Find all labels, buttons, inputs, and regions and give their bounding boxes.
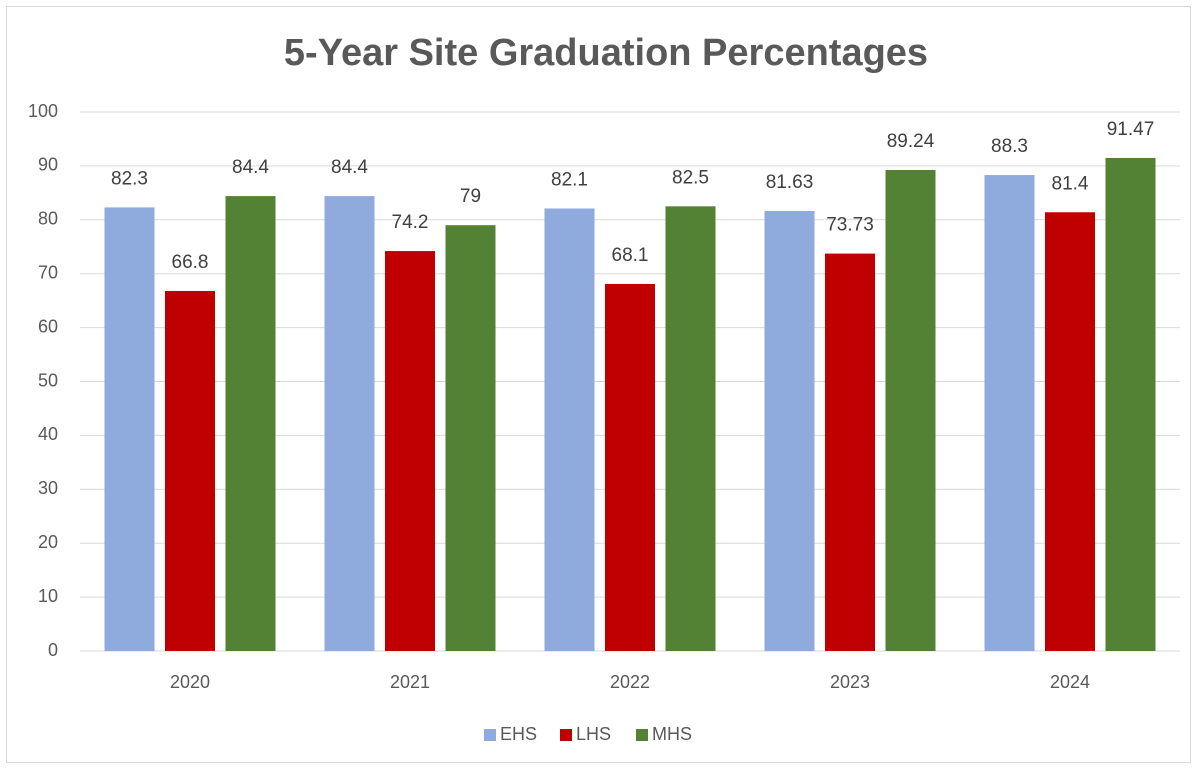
bar (104, 207, 155, 651)
data-label: 91.47 (1107, 119, 1155, 140)
x-tick-label: 2020 (170, 672, 210, 692)
legend-swatch (484, 729, 496, 741)
y-tick-label: 0 (48, 640, 58, 660)
data-label: 82.1 (551, 169, 588, 190)
chart-title: 5-Year Site Graduation Percentages (284, 32, 928, 74)
y-tick-label: 60 (38, 316, 58, 336)
bar (885, 169, 936, 651)
bar (1105, 157, 1156, 652)
x-tick-label: 2024 (1050, 672, 1090, 692)
bar (544, 208, 595, 651)
data-label: 81.4 (1052, 173, 1089, 194)
legend-swatch (636, 729, 648, 741)
data-label: 66.8 (172, 252, 209, 273)
bar (764, 211, 815, 652)
bar (385, 251, 435, 651)
bar (445, 225, 496, 651)
legend-label: MHS (652, 724, 692, 744)
data-label: 82.3 (111, 168, 148, 189)
bar (984, 175, 1035, 652)
bar (165, 290, 215, 651)
y-tick-label: 50 (38, 370, 58, 390)
data-label: 68.1 (612, 245, 649, 266)
data-label: 73.73 (826, 215, 874, 236)
data-label: 84.4 (232, 157, 269, 178)
y-tick-label: 100 (28, 101, 58, 121)
y-tick-label: 30 (38, 478, 58, 498)
x-tick-label: 2022 (610, 672, 650, 692)
bar (665, 206, 716, 651)
bar (324, 196, 375, 652)
data-label: 88.3 (991, 136, 1028, 157)
data-label: 79 (460, 186, 481, 207)
y-tick-label: 10 (38, 586, 58, 606)
y-tick-label: 20 (38, 532, 58, 552)
y-tick-label: 90 (38, 155, 58, 175)
legend-swatch (560, 729, 572, 741)
y-tick-label: 40 (38, 424, 58, 444)
data-label: 74.2 (392, 212, 429, 233)
data-label: 82.5 (672, 167, 709, 188)
legend-label: EHS (500, 724, 537, 744)
bar (605, 283, 655, 651)
y-tick-label: 70 (38, 262, 58, 282)
bar (1045, 212, 1095, 651)
data-label: 89.24 (887, 131, 935, 152)
bar (825, 253, 875, 651)
data-label: 84.4 (331, 157, 368, 178)
y-tick-label: 80 (38, 209, 58, 229)
bar (225, 196, 276, 652)
x-tick-label: 2023 (830, 672, 870, 692)
legend-label: LHS (576, 724, 611, 744)
data-label: 81.63 (766, 172, 814, 193)
x-tick-label: 2021 (390, 672, 430, 692)
